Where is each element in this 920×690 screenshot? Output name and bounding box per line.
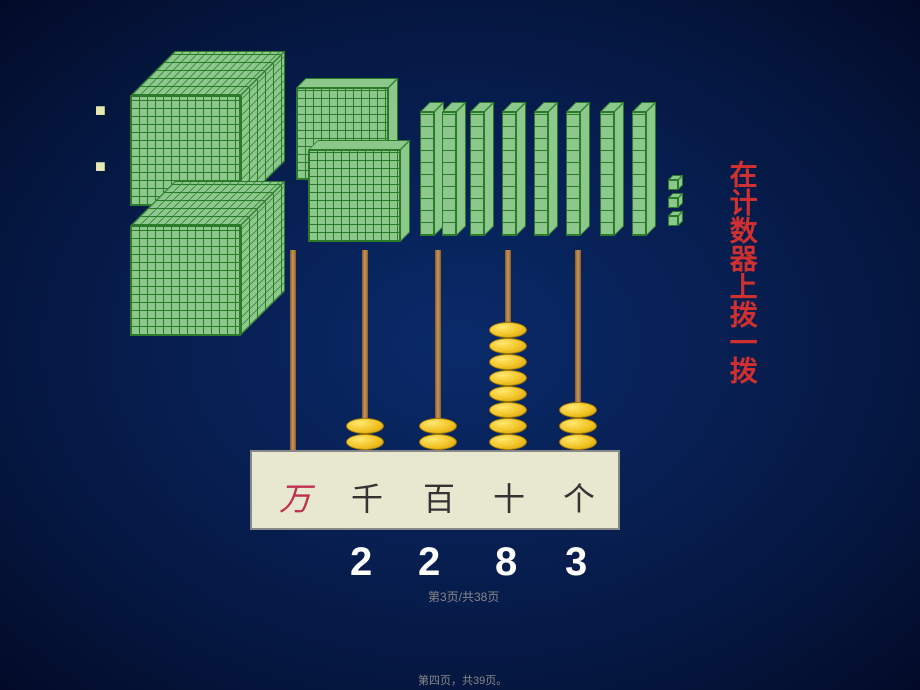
bullet-1: ■ — [95, 100, 106, 121]
abacus-bead — [419, 418, 457, 434]
abacus-bead — [489, 370, 527, 386]
footer-page-1: 第3页/共38页 — [428, 588, 499, 605]
abacus-label: 十 — [474, 474, 544, 520]
abacus-bead — [559, 402, 597, 418]
abacus-label: 百 — [404, 474, 474, 520]
vertical-title: 在计数器上拨一拨 — [725, 160, 759, 384]
abacus-rod — [290, 250, 296, 450]
digit: 8 — [495, 540, 517, 585]
abacus-bead — [489, 322, 527, 338]
abacus-label: 千 — [332, 474, 402, 520]
abacus-bead — [559, 418, 597, 434]
abacus-bead — [489, 338, 527, 354]
abacus-bead — [489, 354, 527, 370]
abacus-bead — [559, 434, 597, 450]
abacus-bead — [489, 386, 527, 402]
abacus-bead — [346, 418, 384, 434]
footer-page-2: 第四页，共39页。 — [418, 672, 507, 688]
digit: 2 — [418, 540, 440, 585]
abacus-bead — [489, 418, 527, 434]
abacus-label: 万 — [260, 474, 330, 520]
digit: 3 — [565, 540, 587, 585]
abacus-bead — [419, 434, 457, 450]
abacus-bead — [346, 434, 384, 450]
abacus-base: 万千百十个 — [250, 450, 620, 530]
digit: 2 — [350, 540, 372, 585]
abacus-bead — [489, 434, 527, 450]
bullet-2: ■ — [95, 156, 106, 177]
abacus-bead — [489, 402, 527, 418]
abacus-label: 个 — [544, 474, 614, 520]
